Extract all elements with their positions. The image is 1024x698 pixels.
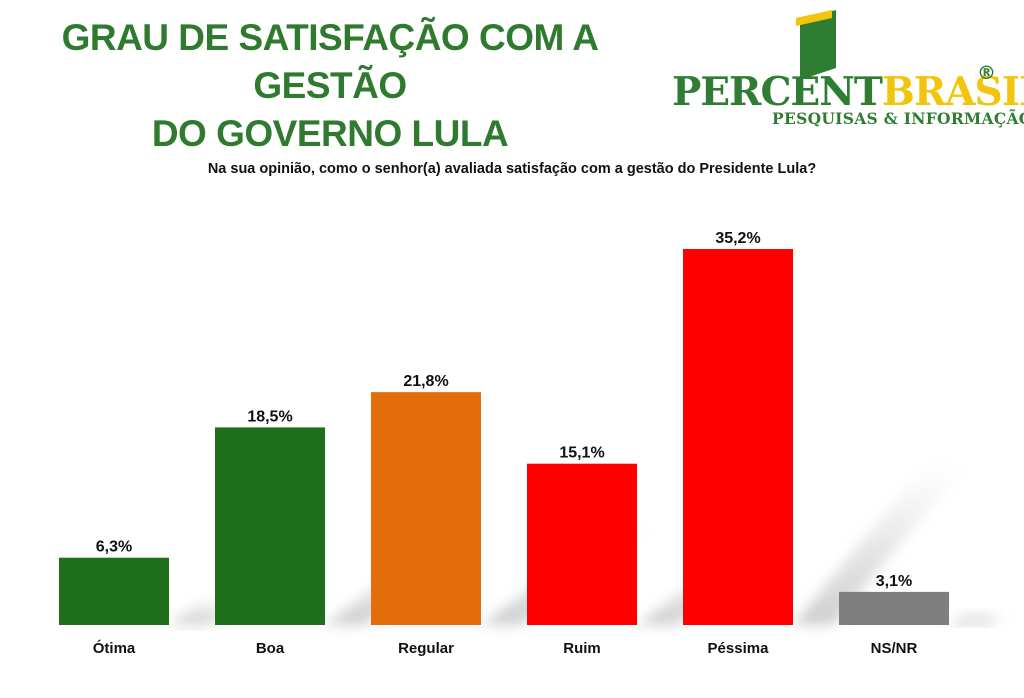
data-label-1: 18,5% (247, 408, 292, 425)
logo-wordmark: PERCENTBRASIL (672, 70, 1024, 114)
data-label-5: 3,1% (876, 573, 912, 590)
bar-shadow-5 (949, 611, 1008, 625)
category-label-2: Regular (398, 640, 454, 657)
category-label-1: Boa (256, 640, 285, 657)
title-line-2: DO GOVERNO LULA (151, 113, 509, 154)
logo-flag-icon (796, 10, 836, 80)
category-label-5: NS/NR (871, 640, 918, 657)
category-label-0: Ótima (93, 639, 136, 657)
bar-shadow-4 (793, 467, 963, 625)
bar-2 (371, 392, 481, 625)
survey-question: Na sua opinião, como o senhor(a) avaliad… (207, 161, 817, 177)
category-label-3: Ruim (563, 640, 601, 657)
percentbrasil-logo: PERCENTBRASIL ® PESQUISAS & INFORMAÇÃO (664, 10, 1024, 135)
category-label-4: Péssima (708, 640, 770, 657)
bar-1 (215, 427, 325, 625)
data-label-2: 21,8% (403, 373, 448, 390)
logo-registered-mark: ® (977, 62, 996, 84)
data-label-4: 35,2% (715, 230, 760, 247)
bar-4 (683, 249, 793, 625)
bar-5 (839, 591, 949, 625)
data-label-3: 15,1% (559, 445, 604, 462)
logo-tagline: PESQUISAS & INFORMAÇÃO (772, 109, 1024, 128)
page-title: GRAU DE SATISFAÇÃO COM A GESTÃO DO GOVER… (0, 14, 660, 158)
title-line-1: GRAU DE SATISFAÇÃO COM A GESTÃO (61, 17, 599, 106)
data-label-0: 6,3% (96, 539, 132, 556)
bar-0 (59, 557, 169, 625)
logo-word-brasil: BRASIL (881, 69, 1024, 115)
logo-word-percent: PERCENT (672, 69, 883, 115)
bar-3 (527, 463, 637, 625)
